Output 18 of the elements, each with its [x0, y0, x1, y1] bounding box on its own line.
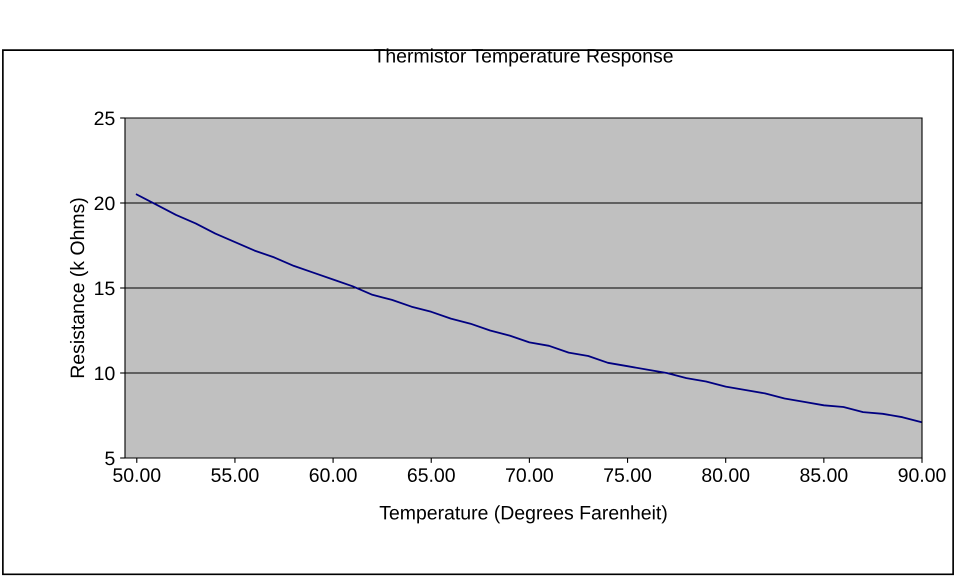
- x-tick-label: 85.00: [800, 468, 848, 482]
- y-tick-label: 10: [95, 366, 115, 380]
- x-axis-title: Temperature (Degrees Farenheit): [380, 505, 667, 524]
- x-tick-label: 55.00: [211, 468, 258, 482]
- x-tick-label: 70.00: [506, 468, 553, 482]
- y-tick-label: 25: [94, 111, 114, 126]
- x-tick-label: 90.00: [898, 468, 946, 482]
- y-axis-title: Resistance (k Ohms): [70, 198, 88, 378]
- x-tick-label: 65.00: [408, 468, 455, 482]
- chart-title: Thermistor Temperature Response: [374, 48, 673, 66]
- x-tick-label: 60.00: [310, 468, 357, 482]
- y-tick-label: 15: [95, 282, 114, 296]
- x-tick-label: 75.00: [604, 468, 652, 482]
- y-tick-label: 20: [94, 196, 115, 210]
- y-tick-label: 5: [105, 452, 114, 466]
- line-series: [136, 194, 922, 424]
- x-tick-label: 80.00: [702, 468, 750, 482]
- x-tick-label: 50.00: [113, 468, 160, 482]
